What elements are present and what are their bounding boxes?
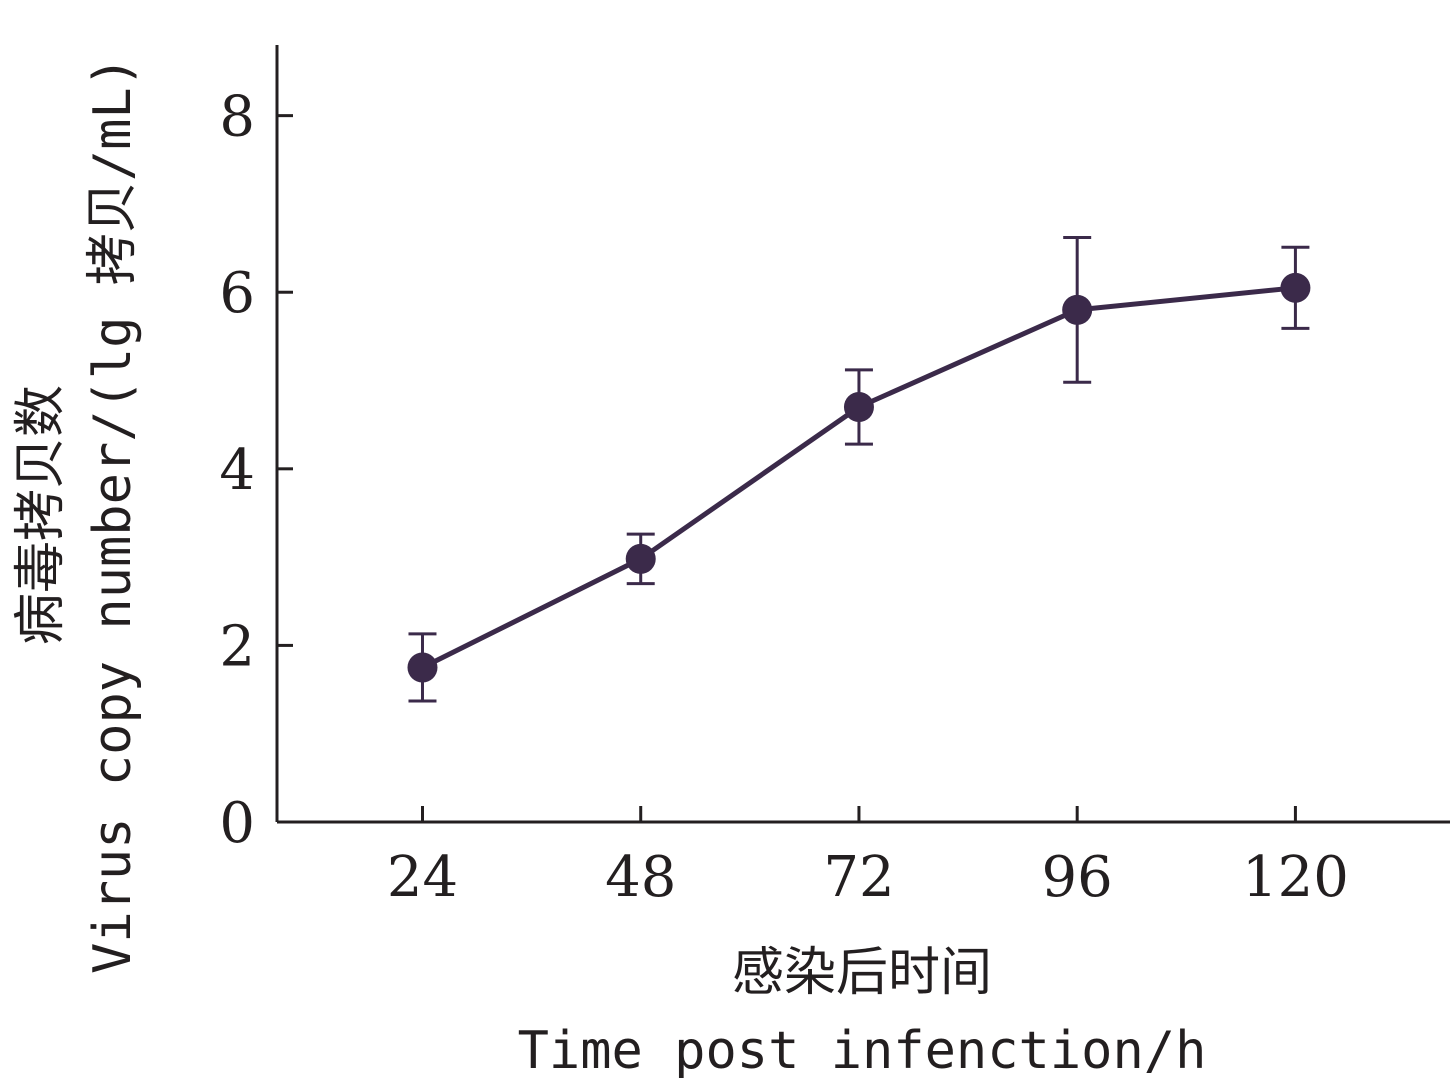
- x-tick-label: 96: [1042, 845, 1113, 910]
- series-group: [407, 235, 1311, 703]
- x-axis-title-cn: 感染后时间: [732, 943, 992, 1003]
- data-point: [1280, 272, 1311, 303]
- data-point: [1062, 294, 1093, 325]
- y-axis-title-en: Virus copy number/(lg 拷贝/mL): [83, 56, 143, 974]
- data-point: [843, 392, 874, 423]
- series-line: [421, 285, 1296, 670]
- y-tick-label: 4: [219, 438, 255, 503]
- x-tick-label: 24: [387, 845, 458, 910]
- y-tick-label: 0: [219, 791, 255, 856]
- y-tick-label: 2: [219, 614, 255, 679]
- data-point: [407, 652, 438, 683]
- x-axis-title-en: Time post infenction/h: [518, 1021, 1207, 1078]
- x-tick-label: 48: [605, 845, 676, 910]
- y-tick-label: 8: [219, 85, 255, 150]
- data-point: [625, 543, 656, 574]
- y-axis-ticks: 0 2 4 6 8: [219, 85, 293, 856]
- x-tick-label: 120: [1242, 845, 1349, 910]
- x-axis-ticks: 24 48 72 96 120: [387, 806, 1349, 910]
- y-tick-label: 6: [219, 261, 255, 326]
- x-tick-label: 72: [823, 845, 894, 910]
- y-axis-title: 病毒拷贝数 Virus copy number/(lg 拷贝/mL): [11, 56, 143, 974]
- axes: [275, 45, 1450, 824]
- y-axis-title-cn: 病毒拷贝数: [11, 385, 71, 645]
